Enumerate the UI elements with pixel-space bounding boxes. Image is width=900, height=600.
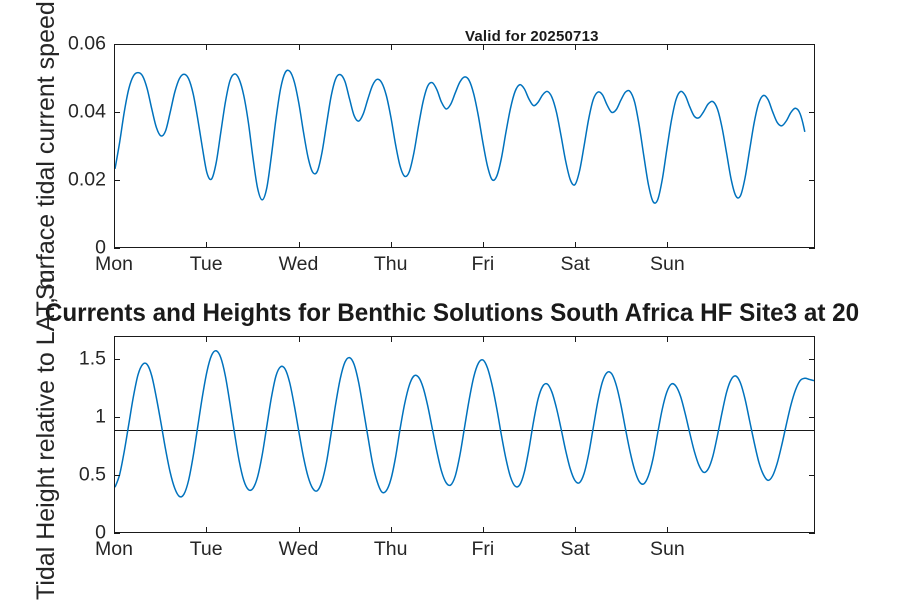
y-tick-label-0: 0 [95, 236, 106, 259]
y-tick-1 [809, 417, 815, 419]
y-tick-label-1: 1 [95, 405, 106, 428]
x-tick-label-sun: Sun [650, 253, 685, 275]
x-tick-label-tue: Tue [189, 538, 223, 560]
y-axis-title-bottom: Tidal Height relative to LAT, m [32, 269, 60, 600]
x-tick-mon [114, 336, 116, 342]
x-tick-sun [667, 336, 669, 342]
x-tick-label-wed: Wed [278, 253, 319, 275]
series-surface-current-speed [115, 45, 814, 247]
x-tick-sat [575, 336, 577, 342]
y-tick-0.06 [114, 44, 120, 46]
x-tick-fri [482, 242, 484, 248]
y-tick-0 [114, 248, 120, 250]
series-tidal-height [115, 337, 814, 532]
y-tick-0 [114, 533, 120, 535]
x-tick-thu [390, 44, 392, 50]
x-tick-mon [114, 44, 116, 50]
x-tick-label-thu: Thu [373, 253, 408, 275]
x-tick-thu [390, 527, 392, 533]
x-tick-tue [206, 336, 208, 342]
x-tick-label-thu: Thu [373, 538, 408, 560]
x-tick-sun [667, 242, 669, 248]
axes-tidal-height [114, 336, 815, 533]
x-tick-label-mon: Mon [95, 253, 133, 275]
x-tick-label-sat: Sat [560, 538, 590, 560]
x-tick-sun [667, 527, 669, 533]
x-tick-sun [667, 44, 669, 50]
data-line [115, 351, 814, 497]
x-tick-fri [482, 336, 484, 342]
x-tick-sat [575, 242, 577, 248]
x-tick-label-wed: Wed [278, 538, 319, 560]
y-tick-0.02 [809, 180, 815, 182]
y-tick-0.04 [114, 112, 120, 114]
x-tick-label-fri: Fri [471, 538, 495, 560]
y-tick-1.5 [114, 359, 120, 361]
y-tick-label-0.04: 0.04 [68, 100, 106, 123]
y-tick-1.5 [809, 359, 815, 361]
x-tick-thu [390, 242, 392, 248]
x-tick-fri [482, 527, 484, 533]
y-tick-0.02 [114, 180, 120, 182]
x-tick-mon [114, 527, 116, 533]
y-tick-0.04 [809, 112, 815, 114]
axes-surface-current-speed [114, 44, 815, 248]
y-tick-1 [114, 417, 120, 419]
x-tick-wed [298, 44, 300, 50]
x-tick-label-mon: Mon [95, 538, 133, 560]
x-tick-tue [206, 527, 208, 533]
x-tick-tue [206, 242, 208, 248]
x-tick-fri [482, 44, 484, 50]
x-tick-label-fri: Fri [471, 253, 495, 275]
x-tick-wed [298, 336, 300, 342]
x-tick-thu [390, 336, 392, 342]
x-tick-sat [575, 527, 577, 533]
page-title: Currents and Heights for Benthic Solutio… [44, 299, 860, 327]
y-tick-label-0.02: 0.02 [68, 168, 106, 191]
x-tick-label-sun: Sun [650, 538, 685, 560]
x-tick-tue [206, 44, 208, 50]
x-tick-mon [114, 242, 116, 248]
x-tick-wed [298, 527, 300, 533]
y-axis-title-top: Surface tidal current speed, kn [32, 0, 60, 300]
y-tick-0.06 [809, 44, 815, 46]
y-tick-label-0: 0 [95, 521, 106, 544]
y-tick-0 [809, 533, 815, 535]
x-tick-wed [298, 242, 300, 248]
y-tick-0.5 [809, 475, 815, 477]
x-tick-label-sat: Sat [560, 253, 590, 275]
x-tick-label-tue: Tue [189, 253, 223, 275]
y-tick-0.5 [114, 475, 120, 477]
x-tick-sat [575, 44, 577, 50]
data-line [115, 70, 805, 203]
y-tick-0 [809, 248, 815, 250]
y-tick-label-1.5: 1.5 [78, 347, 106, 370]
y-tick-label-0.06: 0.06 [68, 32, 106, 55]
y-tick-label-0.5: 0.5 [78, 463, 106, 486]
subtitle-valid-for: Valid for 20250713 [465, 28, 599, 45]
